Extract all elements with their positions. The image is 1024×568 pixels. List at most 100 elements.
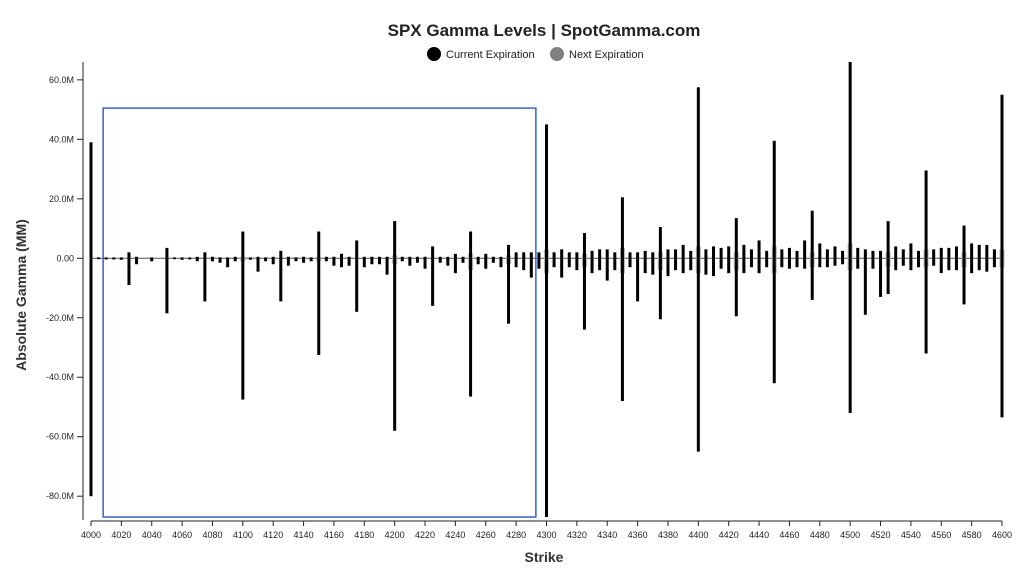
x-tick-label: 4360 — [628, 530, 648, 540]
bar-positive — [453, 253, 457, 259]
x-tick-label: 4120 — [263, 530, 283, 540]
y-axis-label: Absolute Gamma (MM) — [13, 219, 29, 371]
bar-negative — [757, 258, 761, 274]
bar-negative — [636, 258, 640, 302]
bar-positive — [916, 250, 920, 259]
bar-negative — [385, 258, 389, 275]
bar-positive — [643, 250, 647, 259]
bar-positive — [636, 252, 640, 259]
bar-positive — [195, 256, 199, 259]
bar-positive — [977, 244, 981, 259]
bar-negative — [795, 258, 799, 268]
bar-positive — [1000, 94, 1004, 259]
legend-label-1: Next Expiration — [569, 49, 644, 61]
x-tick-label: 4300 — [536, 530, 556, 540]
bar-positive — [210, 256, 214, 259]
bar-negative — [666, 258, 670, 277]
bar-negative — [734, 258, 738, 317]
bar-positive — [491, 256, 495, 259]
bar-negative — [370, 258, 374, 265]
bar-positive — [150, 257, 154, 259]
bar-negative — [879, 258, 883, 297]
bar-positive — [992, 249, 996, 259]
y-tick-label: -60.0M — [46, 432, 74, 442]
bar-positive — [704, 249, 708, 259]
bar-positive — [825, 249, 829, 259]
bar-positive — [119, 257, 123, 259]
bar-positive — [104, 257, 108, 259]
bar-positive — [309, 257, 313, 259]
bar-negative — [119, 258, 123, 260]
bar-positive — [188, 257, 192, 259]
bar-negative — [848, 258, 852, 413]
current-expiration-bars — [89, 62, 1004, 518]
highlight-box — [102, 107, 537, 518]
bar-negative — [514, 258, 518, 268]
x-tick-label: 4500 — [840, 530, 860, 540]
bar-positive — [765, 250, 769, 259]
x-tick-label: 4420 — [719, 530, 739, 540]
bar-positive — [218, 257, 222, 259]
bar-negative — [947, 258, 951, 271]
y-tick-label: -40.0M — [46, 372, 74, 382]
bar-negative — [340, 258, 344, 268]
x-tick-label: 4400 — [688, 530, 708, 540]
bar-negative — [150, 258, 154, 262]
bar-positive — [180, 257, 184, 259]
bar-negative — [309, 258, 313, 262]
bar-negative — [484, 258, 488, 269]
bar-negative — [127, 258, 131, 286]
bar-negative — [894, 258, 898, 271]
bar-negative — [598, 258, 602, 271]
bar-negative — [954, 258, 958, 271]
bar-negative — [279, 258, 283, 302]
bar-negative — [833, 258, 837, 266]
bar-negative — [985, 258, 989, 272]
bar-negative — [173, 258, 177, 260]
bar-positive — [362, 256, 366, 259]
bar-negative — [355, 258, 359, 312]
bar-negative — [469, 258, 473, 397]
bar-positive — [780, 249, 784, 259]
bar-negative — [347, 258, 351, 266]
bar-negative — [286, 258, 290, 266]
bar-negative — [248, 258, 252, 260]
bar-positive — [689, 250, 693, 259]
bar-negative — [271, 258, 275, 265]
bar-negative — [674, 258, 678, 271]
bar-positive — [97, 257, 101, 259]
bar-positive — [620, 197, 624, 259]
bar-negative — [97, 258, 101, 260]
bar-positive — [294, 257, 298, 259]
bar-positive — [286, 256, 290, 259]
legend-marker-1 — [550, 47, 564, 61]
x-axis: 4000 4020 4040 4060 4080 4100 4120 4140 4160 4180… — [81, 520, 1012, 540]
bar-negative — [415, 258, 419, 263]
bar-negative — [552, 258, 556, 268]
bar-negative — [977, 258, 981, 271]
y-tick-label: 60.0M — [49, 75, 74, 85]
bar-negative — [317, 258, 321, 355]
bar-positive — [871, 250, 875, 259]
bar-negative — [924, 258, 928, 354]
bar-positive — [605, 249, 609, 259]
bar-negative — [241, 258, 245, 400]
bar-positive — [279, 250, 283, 259]
y-axis: 60.0M 40.0M 20.0M 0.00 -20.0M -40.0M -60.0M -80… — [46, 62, 84, 520]
bar-positive — [909, 243, 913, 259]
bar-negative — [537, 258, 541, 269]
legend-label-0: Current Expiration — [446, 49, 535, 61]
bar-negative — [165, 258, 169, 314]
bar-positive — [757, 240, 761, 259]
bar-negative — [787, 258, 791, 269]
x-tick-label: 4260 — [476, 530, 496, 540]
bar-negative — [491, 258, 495, 263]
bar-positive — [841, 250, 845, 259]
bar-positive — [947, 247, 951, 259]
bar-negative — [453, 258, 457, 274]
bar-negative — [180, 258, 184, 260]
bar-positive — [932, 249, 936, 259]
bar-positive — [476, 256, 480, 259]
bar-positive — [803, 240, 807, 259]
